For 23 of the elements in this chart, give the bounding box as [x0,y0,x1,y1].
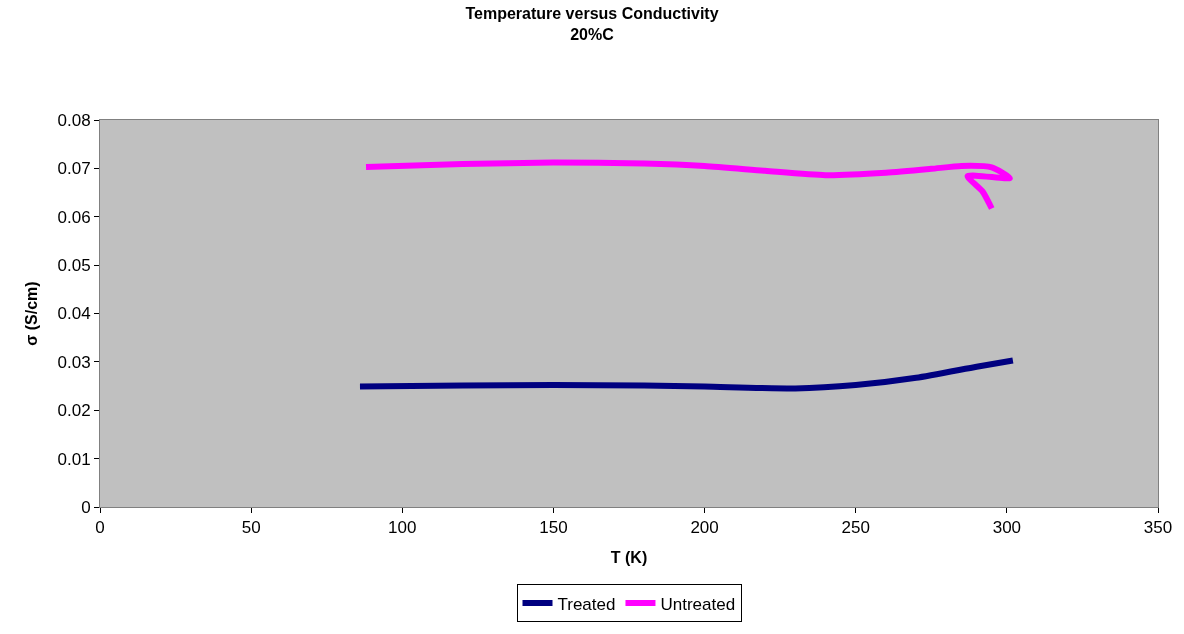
legend-label: Treated [557,594,616,614]
x-tick-label: 350 [1143,518,1173,538]
y-tick-label: 0.06 [57,207,91,227]
x-tick-label: 50 [241,518,261,538]
y-tick-label: 0 [81,497,91,517]
y-tick-label: 0.03 [57,352,91,372]
y-tick-label: 0.01 [57,449,91,469]
x-axis-title: T (K) [610,549,648,567]
x-tick-label: 200 [690,518,719,538]
x-tick-label: 300 [992,518,1022,538]
x-tick-label: 100 [388,518,417,538]
y-axis-title: σ (S/cm) [23,281,41,346]
legend-label: Untreated [660,594,736,614]
chart-subtitle: 20%C [570,25,615,43]
x-tick-label: 250 [841,518,870,538]
y-tick-label: 0.08 [57,110,91,130]
x-tick-label: 0 [95,518,105,538]
y-tick-label: 0.04 [57,304,91,324]
y-tick-label: 0.02 [57,401,91,421]
y-tick-label: 0.07 [57,159,91,179]
y-tick-label: 0.05 [57,256,91,276]
x-tick-label: 150 [539,518,568,538]
chart-title: Temperature versus Conductivity [465,5,719,23]
